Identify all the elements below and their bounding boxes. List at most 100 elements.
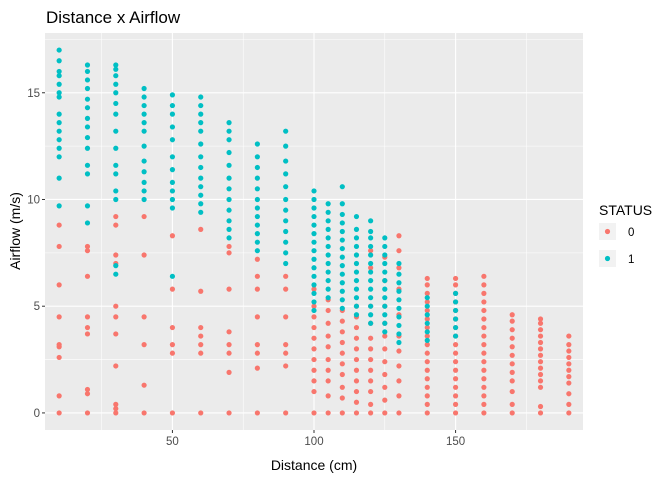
data-point-status-1 bbox=[169, 179, 176, 186]
data-point-status-0 bbox=[537, 365, 544, 371]
data-point-status-1 bbox=[452, 307, 459, 314]
data-point-status-1 bbox=[325, 235, 331, 241]
data-point-status-1 bbox=[113, 162, 119, 168]
data-point-status-0 bbox=[226, 342, 232, 348]
data-point-status-1 bbox=[254, 164, 260, 171]
data-point-status-0 bbox=[141, 213, 147, 220]
data-point-status-0 bbox=[283, 410, 289, 416]
data-point-status-0 bbox=[452, 275, 459, 282]
data-point-status-0 bbox=[509, 318, 515, 324]
data-point-status-1 bbox=[452, 333, 459, 339]
data-point-status-1 bbox=[368, 312, 374, 318]
data-point-status-1 bbox=[198, 94, 204, 100]
axis-ticks: 50 100 150 0 5 10 15 bbox=[27, 88, 465, 448]
data-point-status-0 bbox=[353, 335, 360, 341]
data-point-status-1 bbox=[169, 137, 176, 143]
data-point-status-1 bbox=[56, 154, 62, 160]
data-point-status-0 bbox=[353, 399, 360, 405]
data-point-status-0 bbox=[396, 348, 402, 354]
data-point-status-0 bbox=[396, 410, 402, 416]
data-point-status-1 bbox=[283, 128, 289, 134]
data-point-status-0 bbox=[382, 410, 388, 416]
data-point-status-1 bbox=[141, 102, 147, 109]
data-point-status-0 bbox=[353, 346, 360, 352]
data-point-status-1 bbox=[452, 290, 459, 296]
data-point-status-1 bbox=[353, 277, 360, 284]
data-point-status-1 bbox=[113, 90, 119, 96]
data-point-status-1 bbox=[396, 288, 402, 294]
data-point-status-0 bbox=[311, 346, 317, 352]
legend-key-1 bbox=[604, 255, 611, 262]
data-point-status-1 bbox=[254, 141, 260, 147]
data-point-status-0 bbox=[537, 359, 544, 365]
data-point-status-1 bbox=[311, 239, 317, 245]
data-point-status-1 bbox=[198, 102, 204, 109]
data-point-status-1 bbox=[396, 305, 402, 311]
data-point-status-1 bbox=[368, 218, 374, 224]
data-point-status-1 bbox=[311, 205, 317, 211]
data-point-status-0 bbox=[509, 344, 515, 350]
data-point-status-1 bbox=[113, 171, 119, 177]
data-point-status-0 bbox=[56, 393, 62, 399]
y-axis-title: Airflow (m/s) bbox=[7, 192, 23, 270]
data-point-status-1 bbox=[113, 73, 119, 79]
data-point-status-1 bbox=[56, 90, 62, 96]
data-point-status-1 bbox=[56, 111, 62, 117]
data-point-status-0 bbox=[509, 335, 515, 341]
data-point-status-1 bbox=[141, 120, 147, 126]
data-point-status-1 bbox=[339, 201, 345, 207]
data-point-status-0 bbox=[56, 410, 62, 416]
data-point-status-1 bbox=[382, 320, 388, 326]
data-point-status-1 bbox=[368, 228, 374, 235]
data-point-status-0 bbox=[113, 314, 119, 320]
data-point-status-0 bbox=[509, 327, 515, 333]
data-point-status-1 bbox=[226, 218, 232, 224]
data-point-status-1 bbox=[283, 171, 289, 177]
data-point-status-0 bbox=[325, 378, 331, 384]
data-point-status-1 bbox=[56, 175, 62, 181]
data-point-status-1 bbox=[339, 305, 345, 311]
data-point-status-0 bbox=[481, 401, 487, 407]
data-point-status-0 bbox=[382, 384, 388, 390]
data-point-status-0 bbox=[198, 333, 204, 339]
data-point-status-0 bbox=[452, 282, 459, 288]
data-point-status-1 bbox=[382, 277, 388, 284]
data-point-status-0 bbox=[368, 367, 374, 373]
data-point-status-1 bbox=[226, 196, 232, 203]
data-point-status-0 bbox=[481, 393, 487, 399]
data-point-status-1 bbox=[368, 303, 374, 309]
data-point-status-1 bbox=[353, 213, 360, 220]
data-point-status-1 bbox=[56, 47, 62, 53]
data-point-status-1 bbox=[283, 143, 289, 149]
data-point-status-0 bbox=[509, 410, 515, 416]
data-point-status-1 bbox=[368, 286, 374, 292]
data-point-status-0 bbox=[84, 314, 91, 320]
data-point-status-1 bbox=[56, 120, 62, 126]
data-point-status-0 bbox=[368, 410, 374, 416]
data-point-status-1 bbox=[84, 145, 91, 151]
data-point-status-1 bbox=[84, 62, 91, 68]
data-point-status-1 bbox=[396, 331, 402, 337]
data-point-status-1 bbox=[311, 265, 317, 271]
data-point-status-1 bbox=[84, 171, 91, 177]
data-point-status-0 bbox=[325, 410, 331, 416]
data-point-status-0 bbox=[84, 248, 91, 254]
data-point-status-0 bbox=[452, 401, 459, 407]
data-point-status-1 bbox=[339, 263, 345, 269]
data-point-status-1 bbox=[254, 248, 260, 254]
data-point-status-0 bbox=[283, 350, 289, 356]
data-point-status-1 bbox=[56, 73, 62, 79]
y-tick-label: 5 bbox=[34, 301, 40, 313]
data-point-status-0 bbox=[84, 324, 91, 331]
data-point-status-1 bbox=[84, 105, 91, 111]
data-point-status-1 bbox=[56, 145, 62, 151]
data-point-status-1 bbox=[226, 162, 232, 168]
data-point-status-1 bbox=[396, 339, 402, 346]
data-point-status-0 bbox=[424, 316, 430, 322]
data-point-status-0 bbox=[566, 354, 572, 361]
data-point-status-0 bbox=[169, 410, 176, 416]
data-point-status-1 bbox=[254, 231, 260, 237]
data-point-status-0 bbox=[353, 356, 360, 363]
data-point-status-1 bbox=[396, 297, 402, 303]
data-point-status-0 bbox=[368, 346, 374, 352]
